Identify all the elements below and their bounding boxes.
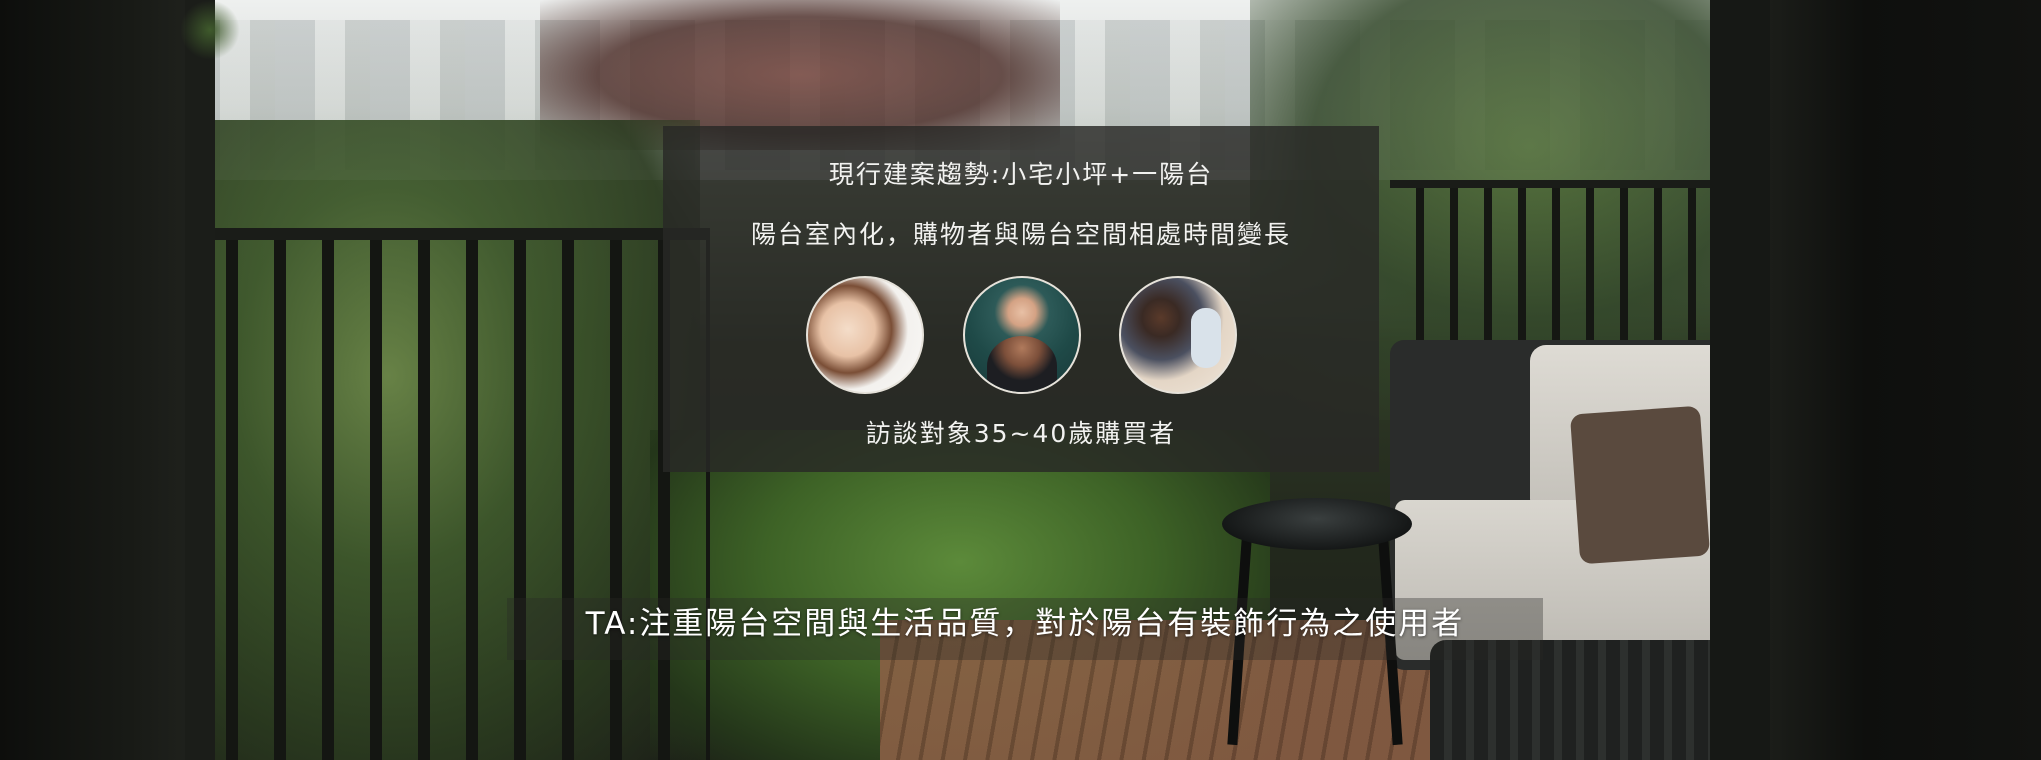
door-frame-right [1770,0,2041,760]
target-audience-text: TA:注重陽台空間與生活品質，對於陽台有裝飾行為之使用者 [585,606,1465,642]
sofa-pillow [1569,405,1711,565]
door-frame-left-edge [185,0,215,760]
man-lying-with-baby-photo [1119,276,1237,394]
side-table-top [1222,498,1412,550]
interviewee-avatars [663,276,1379,394]
door-frame-left [0,0,215,760]
father-carrying-baby-photo [963,276,1081,394]
wood-deck-floor [880,620,1480,760]
panel-title: 現行建案趨勢:小宅小坪+一陽台 [828,160,1214,189]
ta-text-band [507,598,1543,660]
info-panel: 現行建案趨勢:小宅小坪+一陽台 陽台室內化，購物者與陽台空間相處時間變長 訪談對… [663,126,1379,472]
door-frame-post-right [1710,0,1780,760]
panel-subtitle: 陽台室內化，購物者與陽台空間相處時間變長 [750,220,1291,249]
woman-with-child-photo [806,276,924,394]
leaves-top-left [180,0,240,60]
interviewee-caption: 訪談對象35~40歲購買者 [865,419,1177,448]
balcony-railing-left [190,228,710,760]
